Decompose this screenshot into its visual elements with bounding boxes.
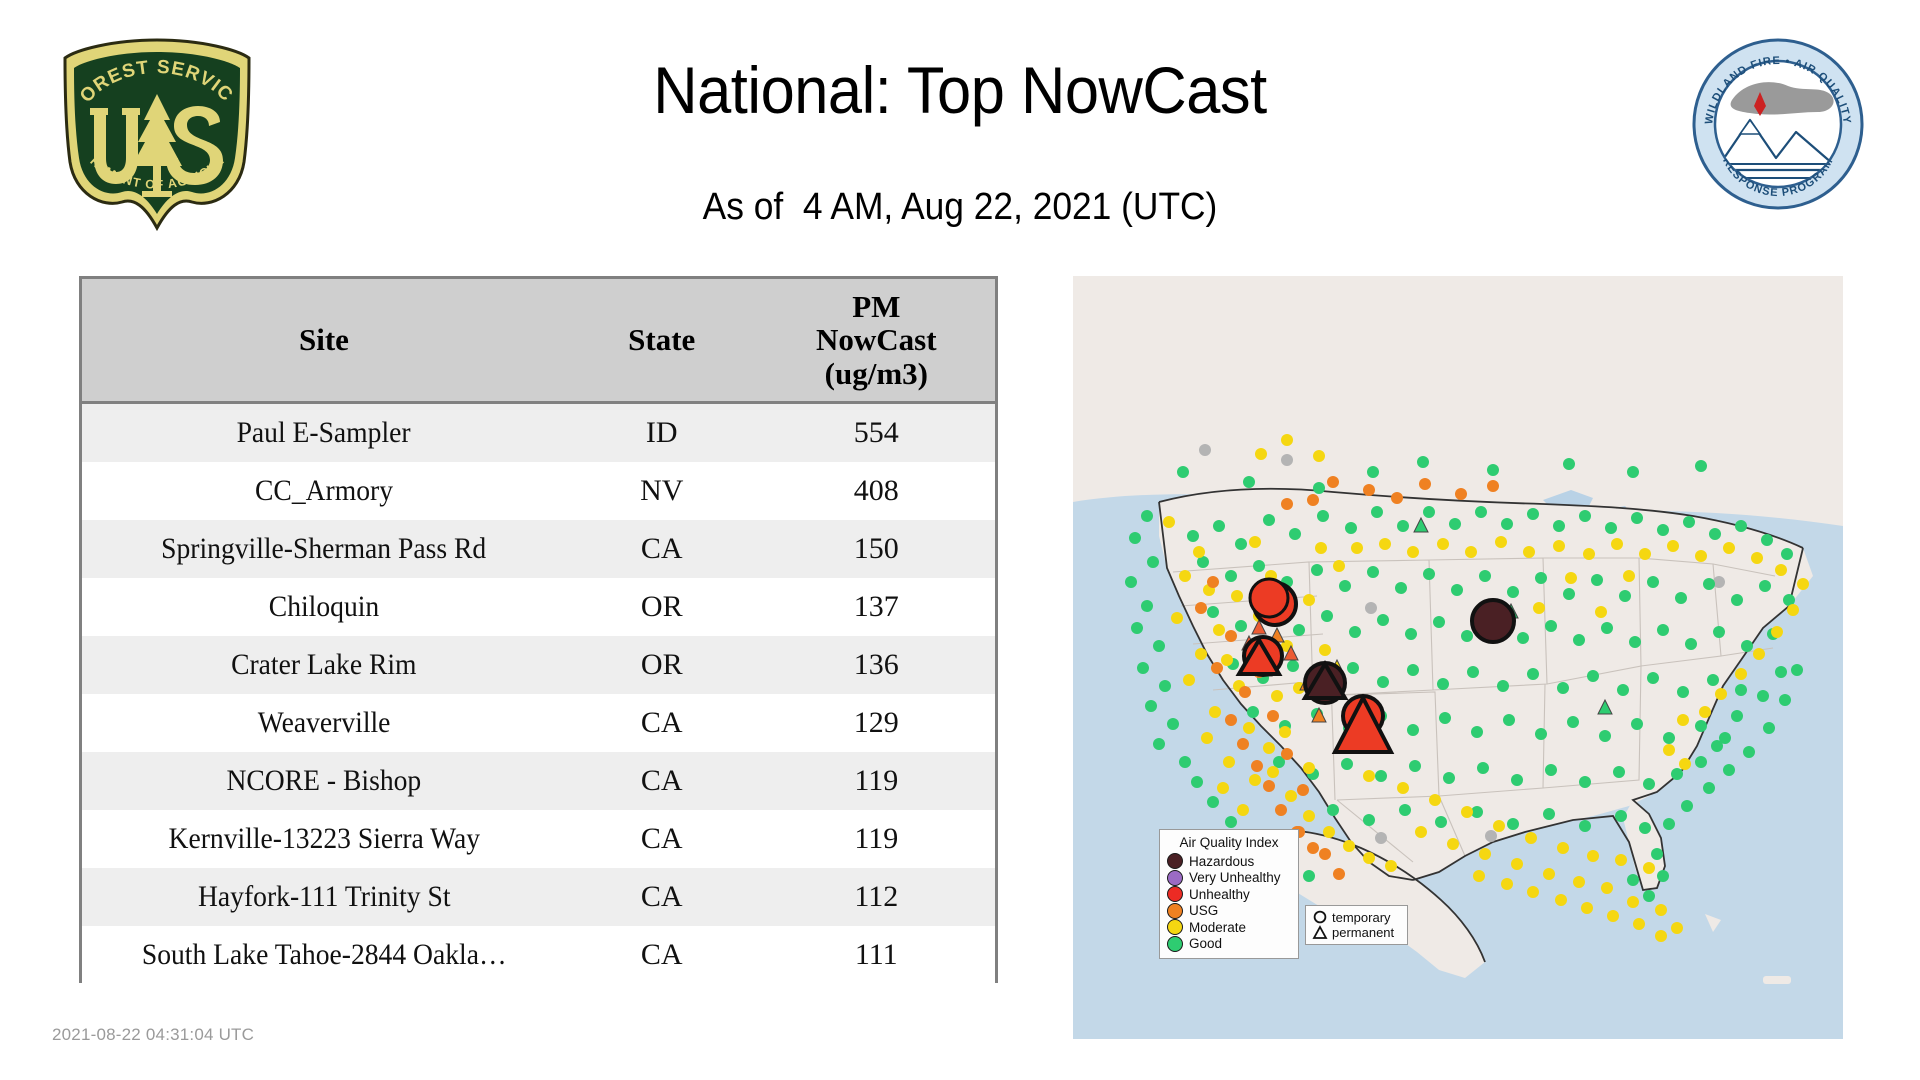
- site-name: NCORE - Bishop: [226, 764, 422, 797]
- cell-pm-nowcast: 408: [757, 462, 995, 520]
- aqi-swatch-icon: [1167, 853, 1183, 869]
- cell-pm-nowcast: 150: [757, 520, 995, 578]
- map-marker-hazardous-nv: [1301, 660, 1349, 705]
- map-marker-unhealthy-sierra: [1331, 693, 1395, 754]
- table-body: Paul E-Sampler ID 554 CC_Armory NV 408 Springv…: [82, 402, 995, 984]
- wildland-fire-air-quality-logo: WILDLAND FIRE • AIR QUALITY RESPONSE PRO…: [1692, 38, 1864, 210]
- column-header-state: State: [565, 279, 758, 404]
- circle-icon: [1312, 910, 1328, 925]
- cell-state: OR: [565, 636, 758, 694]
- site-name: CC_Armory: [254, 474, 393, 507]
- aqi-legend-label: USG: [1189, 903, 1219, 918]
- cell-pm-nowcast: 136: [757, 636, 995, 694]
- map-graphic: [1073, 276, 1843, 1039]
- site-name: South Lake Tahoe-2844 Oakla…: [141, 938, 507, 971]
- cell-pm-nowcast: 112: [757, 868, 995, 926]
- aqi-legend-item: Unhealthy: [1167, 886, 1291, 902]
- page-subtitle: As of 4 AM, Aug 22, 2021 (UTC): [702, 186, 1218, 228]
- column-header-site: Site: [82, 279, 566, 404]
- cell-pm-nowcast: 111: [757, 926, 995, 984]
- site-name: Hayfork-111 Trinity St: [197, 880, 451, 913]
- aqi-swatch-icon: [1167, 869, 1183, 886]
- cell-site: South Lake Tahoe-2844 Oakla…: [82, 926, 566, 984]
- cell-state: CA: [565, 520, 758, 578]
- legend-row-permanent: permanent: [1312, 925, 1401, 940]
- cell-site: Kernville-13223 Sierra Way: [82, 810, 566, 868]
- aqi-legend-item: Hazardous: [1167, 853, 1291, 869]
- map-marker-unhealthy-nca-2: [1235, 635, 1284, 677]
- cell-state: CA: [565, 926, 758, 984]
- cell-pm-nowcast: 129: [757, 694, 995, 752]
- legend-label-permanent: permanent: [1332, 925, 1395, 940]
- aqi-swatch-icon: [1167, 919, 1183, 935]
- site-name: Crater Lake Rim: [231, 648, 417, 681]
- cell-site: Chiloquin: [82, 578, 566, 636]
- pm-header-line1: PM: [852, 288, 901, 324]
- table-row[interactable]: Weaverville CA 129: [82, 694, 995, 752]
- aqi-legend: Air Quality Index Hazardous Very Unhealth…: [1159, 829, 1299, 959]
- aqi-swatch-icon: [1167, 886, 1183, 902]
- table-header-row: Site State PM NowCast (ug/m3): [82, 279, 995, 404]
- cell-site: Weaverville: [82, 694, 566, 752]
- table-row[interactable]: South Lake Tahoe-2844 Oakla… CA 111: [82, 926, 995, 984]
- table-row[interactable]: CC_Armory NV 408: [82, 462, 995, 520]
- site-name: Chiloquin: [268, 590, 380, 623]
- pm-header-line3: (ug/m3): [824, 355, 928, 391]
- site-name: Weaverville: [257, 706, 391, 739]
- cell-site: Springville-Sherman Pass Rd: [82, 520, 566, 578]
- table-row[interactable]: NCORE - Bishop CA 119: [82, 752, 995, 810]
- aqi-legend-item: Good: [1167, 935, 1291, 952]
- cell-state: NV: [565, 462, 758, 520]
- cell-site: NCORE - Bishop: [82, 752, 566, 810]
- aqi-legend-item: USG: [1167, 902, 1291, 919]
- map-marker-unhealthy-nca-1: [1248, 577, 1298, 627]
- legend-row-temporary: temporary: [1312, 910, 1401, 925]
- aqi-legend-label: Very Unhealthy: [1189, 870, 1281, 885]
- triangle-icon: [1312, 925, 1328, 940]
- aqi-swatch-icon: [1167, 902, 1183, 919]
- site-name: Springville-Sherman Pass Rd: [161, 532, 487, 565]
- aqi-legend-label: Hazardous: [1189, 853, 1255, 869]
- table-row[interactable]: Paul E-Sampler ID 554: [82, 402, 995, 462]
- legend-label-temporary: temporary: [1332, 910, 1391, 925]
- aqi-legend-label: Moderate: [1189, 919, 1247, 935]
- aqi-legend-item: Moderate: [1167, 919, 1291, 935]
- cell-site: Crater Lake Rim: [82, 636, 566, 694]
- top-nowcast-table: Site State PM NowCast (ug/m3) Paul E-Sam…: [79, 276, 998, 984]
- cell-state: CA: [565, 810, 758, 868]
- cell-state: CA: [565, 752, 758, 810]
- us-air-quality-map[interactable]: Air Quality Index Hazardous Very Unhealth…: [1073, 276, 1843, 1039]
- cell-site: CC_Armory: [82, 462, 566, 520]
- cell-site: Hayfork-111 Trinity St: [82, 868, 566, 926]
- cell-state: ID: [565, 402, 758, 462]
- cell-state: CA: [565, 868, 758, 926]
- table-row[interactable]: Hayfork-111 Trinity St CA 112: [82, 868, 995, 926]
- column-header-pm-nowcast: PM NowCast (ug/m3): [757, 279, 995, 404]
- cell-state: OR: [565, 578, 758, 636]
- site-name: Kernville-13223 Sierra Way: [168, 822, 480, 855]
- table-row[interactable]: Chiloquin OR 137: [82, 578, 995, 636]
- aqi-legend-label: Good: [1189, 936, 1223, 951]
- cell-pm-nowcast: 119: [757, 752, 995, 810]
- aqi-legend-label: Unhealthy: [1189, 886, 1250, 902]
- site-name: Paul E-Sampler: [236, 416, 411, 449]
- aqi-legend-item: Very Unhealthy: [1167, 869, 1291, 886]
- cell-pm-nowcast: 119: [757, 810, 995, 868]
- pm-header-line2: NowCast: [816, 322, 937, 358]
- map-marker-hazardous-id: [1470, 598, 1516, 644]
- site-type-legend: temporary permanent: [1305, 905, 1408, 945]
- table-row[interactable]: Crater Lake Rim OR 136: [82, 636, 995, 694]
- table-row[interactable]: Springville-Sherman Pass Rd CA 150: [82, 520, 995, 578]
- cell-site: Paul E-Sampler: [82, 402, 566, 462]
- cell-pm-nowcast: 137: [757, 578, 995, 636]
- cell-state: CA: [565, 694, 758, 752]
- table-row[interactable]: Kernville-13223 Sierra Way CA 119: [82, 810, 995, 868]
- aqi-swatch-icon: [1167, 935, 1183, 952]
- cell-pm-nowcast: 554: [757, 402, 995, 462]
- footer-timestamp: 2021-08-22 04:31:04 UTC: [52, 1025, 255, 1044]
- page-title: National: Top NowCast: [653, 53, 1267, 127]
- aqi-legend-title: Air Quality Index: [1179, 835, 1279, 850]
